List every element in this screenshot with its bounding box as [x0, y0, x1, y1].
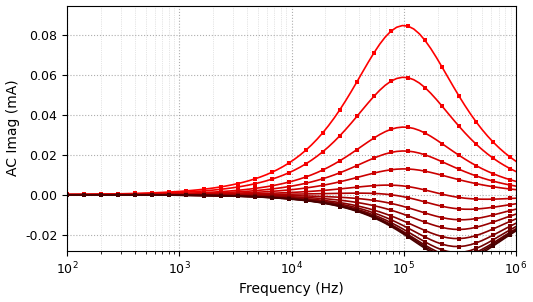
Y-axis label: AC Imag (mA): AC Imag (mA) — [5, 80, 20, 176]
X-axis label: Frequency (Hz): Frequency (Hz) — [239, 282, 344, 297]
